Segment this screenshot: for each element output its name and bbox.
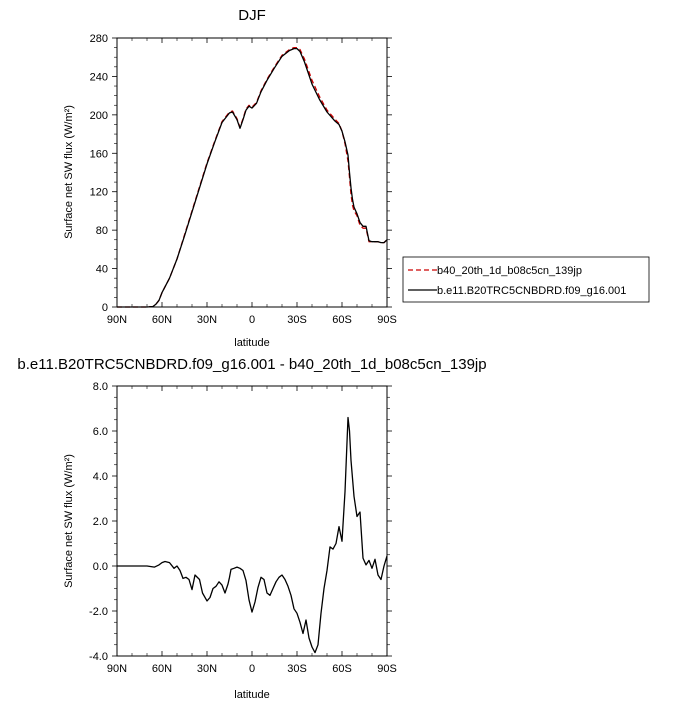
bottom-panel: b.e11.B20TRC5CNBDRD.f09_g16.001 - b40_20…	[17, 356, 486, 701]
top-x-tick-label: 60N	[152, 314, 172, 326]
bottom-x-tick-label: 30S	[287, 663, 307, 675]
bottom-x-tick-label: 60S	[332, 663, 352, 675]
bottom-x-axis-label: latitude	[234, 689, 269, 701]
bottom-tick-labels: 90N 60N 30N 0 30S 60S 90S -4.0 -2.0 0.0 2.0 4.0 6.0 8…	[89, 381, 397, 675]
bottom-x-tick-label: 30N	[197, 663, 217, 675]
top-series-line-2	[117, 47, 388, 308]
top-y-tick-label: 0	[102, 302, 108, 314]
bottom-y-tick-label: 0.0	[93, 561, 108, 573]
top-y-tick-label: 280	[90, 33, 108, 45]
top-chart-title: DJF	[238, 7, 266, 24]
top-y-tick-label: 160	[90, 148, 108, 160]
top-x-tick-label: 90S	[377, 314, 397, 326]
top-y-tick-label: 240	[90, 71, 108, 83]
top-x-tick-label: 90N	[107, 314, 127, 326]
top-y-axis-label: Surface net SW flux (W/m²)	[63, 105, 75, 239]
legend-label-series-2: b.e11.B20TRC5CNBDRD.f09_g16.001	[437, 285, 626, 297]
top-plot-frame	[116, 37, 388, 308]
bottom-axis-ticks	[112, 385, 392, 657]
top-y-tick-label: 40	[96, 264, 108, 276]
bottom-y-tick-label: 8.0	[93, 381, 108, 393]
top-y-tick-label: 200	[90, 110, 108, 122]
bottom-chart-title: b.e11.B20TRC5CNBDRD.f09_g16.001 - b40_20…	[17, 356, 486, 373]
bottom-y-tick-label: -4.0	[89, 651, 108, 663]
bottom-series-lines	[117, 416, 388, 654]
top-y-tick-label: 120	[90, 187, 108, 199]
top-x-axis-label: latitude	[234, 337, 269, 349]
bottom-y-tick-label: 2.0	[93, 516, 108, 528]
top-series-line-1	[117, 46, 388, 308]
bottom-y-tick-label: 4.0	[93, 471, 108, 483]
bottom-x-tick-label: 0	[249, 663, 255, 675]
top-panel: DJF 90N 60N 30N 0 30S 60S 90S 0 40 80 120 160 200 240…	[63, 7, 397, 349]
top-series-lines	[117, 46, 388, 308]
bottom-y-axis-label: Surface net SW flux (W/m²)	[63, 454, 75, 588]
top-tick-labels: 90N 60N 30N 0 30S 60S 90S 0 40 80 120 160 200 240 280	[90, 33, 397, 326]
bottom-x-tick-label: 90S	[377, 663, 397, 675]
top-x-tick-label: 0	[249, 314, 255, 326]
bottom-x-tick-label: 90N	[107, 663, 127, 675]
top-x-tick-label: 30N	[197, 314, 217, 326]
top-y-tick-label: 80	[96, 225, 108, 237]
bottom-x-tick-label: 60N	[152, 663, 172, 675]
top-x-tick-label: 60S	[332, 314, 352, 326]
legend: b40_20th_1d_b08c5cn_139jp b.e11.B20TRC5C…	[402, 256, 650, 303]
legend-label-series-1: b40_20th_1d_b08c5cn_139jp	[437, 265, 582, 277]
bottom-series-line-1	[117, 416, 388, 654]
legend-box	[402, 256, 650, 303]
bottom-plot-frame	[116, 385, 388, 657]
bottom-y-tick-label: 6.0	[93, 426, 108, 438]
bottom-y-tick-label: -2.0	[89, 606, 108, 618]
top-x-tick-label: 30S	[287, 314, 307, 326]
